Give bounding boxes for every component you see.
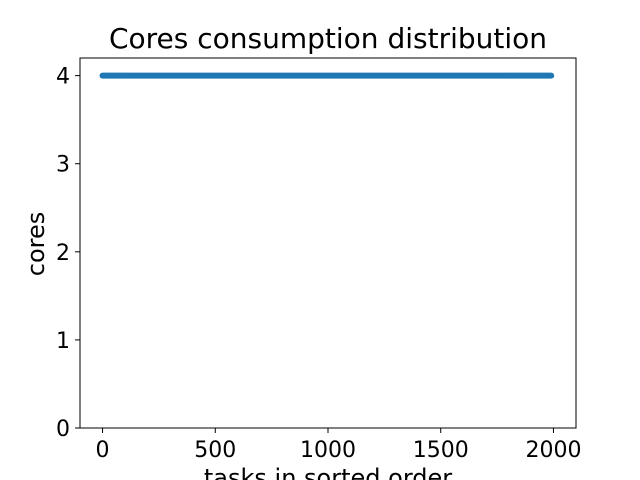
- y-tick-label: 4: [56, 65, 70, 90]
- chart-title: Cores consumption distribution: [109, 22, 547, 55]
- y-tick-label: 2: [56, 241, 70, 266]
- y-tick-label: 0: [56, 417, 70, 442]
- plot-area: 0 500 1000 1500 2000 0 1 2 3 4: [56, 57, 581, 463]
- y-axis-label: cores: [22, 212, 50, 277]
- x-tick-label: 0: [96, 438, 110, 463]
- y-tick-label: 3: [56, 153, 70, 178]
- x-tick-label: 1500: [413, 438, 469, 463]
- x-tick-label: 1000: [300, 438, 356, 463]
- x-tick-label: 500: [194, 438, 236, 463]
- x-tick-label: 2000: [525, 438, 581, 463]
- y-tick-label: 1: [56, 329, 70, 354]
- x-axis-label: tasks in sorted order: [204, 464, 452, 480]
